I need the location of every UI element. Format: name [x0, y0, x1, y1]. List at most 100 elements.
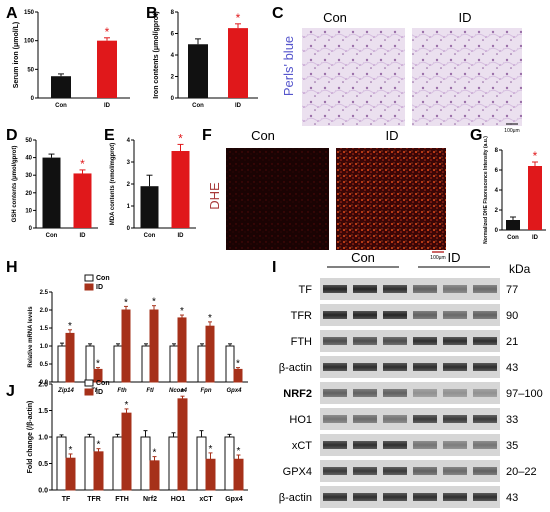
chart-a-significance: *	[105, 25, 110, 39]
chart-e-significance: *	[178, 131, 183, 145]
chart-g-y-tick-label: 0	[495, 228, 499, 234]
chart-j-x-tick-label: FTH	[115, 496, 129, 503]
blot-row-5-band	[323, 415, 347, 423]
chart-a-bar-id	[97, 40, 117, 98]
chart-h-significance: *	[208, 313, 212, 324]
chart-d-x-tick-label: ID	[80, 233, 87, 239]
blot-row-1-kda: 90	[506, 310, 518, 322]
blot-row-5-band	[473, 415, 497, 423]
panel-i-con-label: Con	[351, 250, 375, 265]
blot-row-4-membrane	[320, 382, 500, 404]
blot-row-7-band	[323, 467, 347, 475]
chart-g: 0 2 4 6 8 Normalized DHE Fluorescence Intensi…	[483, 136, 546, 244]
blot-row-0-membrane	[320, 278, 500, 300]
chart-h-x-tick-label: Fth	[117, 388, 127, 394]
blot-row-0-band	[323, 285, 347, 293]
chart-h-y-tick-label: 0.0	[40, 380, 49, 386]
chart-h-bar-con-ncoa4	[169, 345, 179, 383]
chart-a: 0 50 100 150 Serum iron (μmol/L) Con ID *	[13, 10, 130, 109]
chart-j-bar-con-nrf2	[140, 436, 151, 491]
chart-b-y-tick-label: 6	[171, 32, 175, 38]
chart-d-y-tick-label: 0	[29, 226, 33, 232]
chart-a-y-tick-label: 50	[27, 67, 34, 73]
blot-row-5-membrane	[320, 408, 500, 430]
chart-j-x-tick-label: TFR	[87, 496, 101, 503]
chart-e-bar-id	[171, 151, 190, 228]
blot-row-3-band	[413, 363, 437, 371]
blot-row-6-band	[473, 441, 497, 449]
blot-row-4-band	[323, 389, 347, 397]
chart-g-y-tick-label: 2	[495, 208, 499, 214]
panel-letter-d: D	[6, 127, 18, 144]
blot-row-1-band	[473, 311, 497, 319]
blot-row-2-band	[383, 337, 407, 345]
blot-row-2-band	[323, 337, 347, 345]
chart-j-significance: *	[237, 446, 241, 457]
blot-row-4-band	[383, 389, 407, 397]
chart-j-bar-id-tf	[65, 457, 76, 491]
panel-c-id-image	[412, 28, 522, 126]
chart-d-bar-con	[42, 157, 61, 228]
chart-a-y-tick-label: 0	[31, 96, 35, 102]
chart-h-significance: *	[68, 321, 72, 332]
blot-row-7-band	[443, 467, 467, 475]
blot-row-0-band	[353, 285, 377, 293]
blot-row-2-band	[413, 337, 437, 345]
chart-j-legend-swatch	[84, 379, 94, 387]
chart-a-y-tick-label: 150	[24, 10, 35, 16]
chart-j-bar-con-ho1	[168, 436, 179, 491]
panel-letter-i: I	[272, 259, 276, 276]
chart-j-bar-id-ho1	[177, 398, 188, 491]
blot-row-5-band	[413, 415, 437, 423]
chart-h-bar-id-zip14	[65, 332, 75, 383]
chart-h-significance: *	[96, 359, 100, 370]
chart-j-y-tick-label: 2.0	[38, 381, 48, 388]
blot-row-7-band	[383, 467, 407, 475]
blot-row-7-band	[353, 467, 377, 475]
chart-h-x-tick-label: Zip14	[57, 388, 74, 394]
chart-h-x-tick-label: Gpx4	[226, 388, 242, 394]
chart-b-y-tick-label: 0	[171, 96, 175, 102]
blot-row-3-band	[383, 363, 407, 371]
panel-letter-c: C	[272, 5, 284, 22]
chart-j-bar-id-fth	[121, 412, 132, 491]
blot-row-8-band	[473, 493, 497, 501]
blot-row-7-band	[413, 467, 437, 475]
blot-row-1-label: TFR	[291, 310, 312, 322]
chart-j-legend-label: ID	[96, 389, 103, 396]
panel-f-id-label: ID	[386, 128, 399, 143]
chart-j-y-label: Fold change (/β-actin)	[27, 401, 34, 474]
chart-j-bar-con-tfr	[84, 436, 95, 491]
chart-j-bar-id-gpx4	[233, 458, 244, 491]
panel-f-scale-label: 100μm	[430, 255, 445, 261]
chart-g-y-label: Normalized DHE Fluorescence Intensity (a…	[483, 136, 489, 244]
chart-h-bar-con-zip14	[57, 345, 67, 383]
blot-row-4-band	[443, 389, 467, 397]
chart-a-bar-con	[51, 76, 71, 98]
blot-row-2-kda: 21	[506, 336, 518, 348]
panel-letter-b: B	[146, 5, 158, 22]
blot-row-2-label: FTH	[291, 336, 312, 348]
chart-j-significance: *	[125, 400, 129, 411]
chart-j-x-tick-label: TF	[62, 496, 71, 503]
chart-h-significance: *	[236, 359, 240, 370]
blot-row-1-membrane	[320, 304, 500, 326]
blot-row-1-band	[323, 311, 347, 319]
chart-b-bar-id	[228, 28, 248, 98]
blot-row-3-label: β-actin	[279, 362, 312, 374]
blot-row-6-band	[383, 441, 407, 449]
blot-row-3-band	[443, 363, 467, 371]
chart-b-y-tick-label: 2	[171, 75, 175, 81]
chart-j-legend-swatch	[84, 388, 94, 396]
panel-c-scale-label: 100μm	[504, 128, 519, 134]
chart-h-significance: *	[152, 297, 156, 308]
panel-i-kda-header: kDa	[509, 262, 531, 276]
chart-d-y-tick-label: 40	[25, 156, 32, 162]
chart-h-x-tick-label: Fpn	[201, 388, 212, 394]
blot-row-7-kda: 20–22	[506, 466, 537, 478]
chart-h-legend-label: Con	[96, 275, 110, 282]
blot-row-4-kda: 97–100	[506, 388, 543, 400]
chart-e-y-tick-label: 2	[127, 182, 131, 188]
chart-j-x-tick-label: HO1	[171, 496, 186, 503]
